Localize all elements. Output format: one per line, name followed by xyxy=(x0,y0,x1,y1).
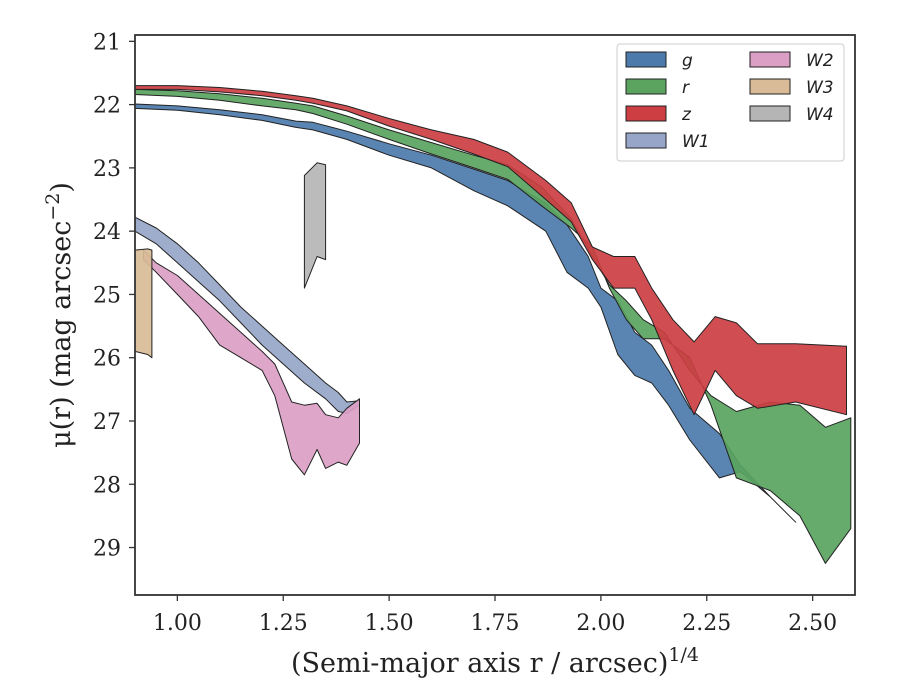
x-tick-label: 1.50 xyxy=(365,611,414,636)
band-z xyxy=(134,85,847,416)
y-tick-label: 27 xyxy=(93,410,121,435)
x-axis-title-main: (Semi-major axis r / arcsec) xyxy=(291,648,668,679)
ticks-layer: 1.00 1.25 1.50 1.75 2.00 2.25 2.50 21 22 23 24 25 26… xyxy=(93,30,837,636)
band-w3 xyxy=(134,248,153,359)
legend-swatch-w2 xyxy=(749,51,791,68)
legend: grz W1 W2 W3 W4 xyxy=(616,43,845,162)
legend-label-g: g xyxy=(682,51,693,71)
legend-swatch-w1 xyxy=(625,132,667,149)
x-tick-label: 1.75 xyxy=(471,611,520,636)
legend-swatch-g xyxy=(625,51,667,68)
y-axis-title: μ(r) (mag arcsec−2) xyxy=(42,182,77,448)
y-axis-title-main: μ(r) (mag arcsec xyxy=(46,221,77,448)
x-axis-title-exponent: 1/4 xyxy=(668,644,699,666)
y-tick-label: 28 xyxy=(93,473,121,498)
y-tick-label: 26 xyxy=(93,347,121,372)
y-axis-title-exponent: −2 xyxy=(42,193,64,221)
legend-swatch-w4 xyxy=(749,105,791,122)
x-tick-label: 1.00 xyxy=(153,611,202,636)
x-tick-label: 1.25 xyxy=(259,611,308,636)
legend-swatch-w3 xyxy=(749,78,791,95)
bands-layer xyxy=(134,85,852,564)
y-tick-label: 23 xyxy=(93,157,121,182)
legend-label-r: r xyxy=(682,78,690,98)
y-tick-label: 22 xyxy=(93,94,121,119)
y-axis-title-suffix: ) xyxy=(46,182,77,193)
y-tick-label: 25 xyxy=(93,283,121,308)
band-w4 xyxy=(303,162,327,289)
y-tick-label: 24 xyxy=(93,220,121,245)
legend-label-w2: W2 xyxy=(806,51,834,71)
x-axis-title: (Semi-major axis r / arcsec)1/4 xyxy=(291,644,699,679)
band-g xyxy=(134,103,797,523)
x-tick-label: 2.25 xyxy=(682,611,731,636)
y-tick-label: 29 xyxy=(93,537,121,562)
band-w2 xyxy=(143,249,360,476)
y-tick-label: 21 xyxy=(93,30,121,55)
x-tick-label: 2.50 xyxy=(788,611,837,636)
legend-label-w1: W1 xyxy=(682,132,710,152)
legend-swatch-z xyxy=(625,105,667,122)
band-r xyxy=(134,88,852,564)
legend-swatch-r xyxy=(625,78,667,95)
legend-label-w3: W3 xyxy=(806,78,834,98)
legend-label-z: z xyxy=(681,105,692,125)
legend-box xyxy=(616,43,845,162)
legend-label-w4: W4 xyxy=(806,105,834,125)
x-tick-label: 2.00 xyxy=(576,611,625,636)
